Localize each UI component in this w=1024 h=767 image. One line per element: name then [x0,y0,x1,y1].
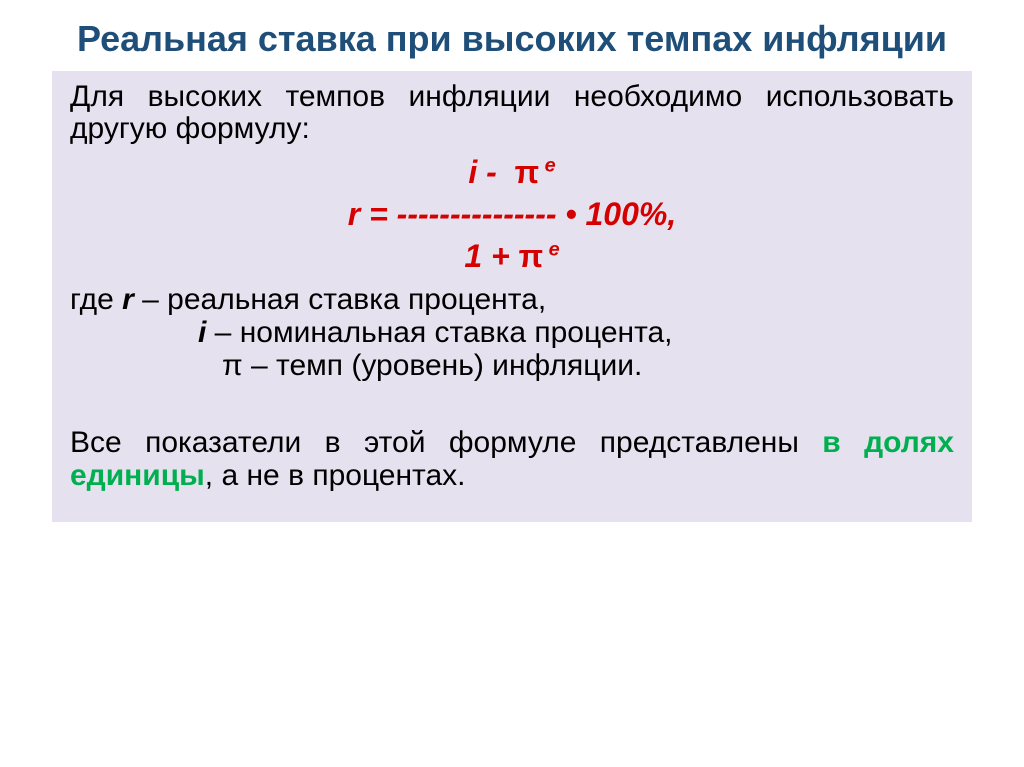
num-pre: i - [468,154,514,190]
sym-r: r [122,283,134,316]
closing-pre: Все показатели в этой формуле представле… [70,426,822,459]
def-r-post: – реальная ставка процента, [134,283,546,316]
sym-pi: π [222,349,243,382]
def-pi: π – темп (уровень) инфляции. [70,349,954,382]
den-sup: е [543,238,560,260]
formula-numerator: i - π е [70,152,954,194]
def-i: i – номинальная ставка процента, [70,316,954,349]
den-pre: 1 + [464,238,518,274]
def-i-post: – номинальная ставка процента, [206,316,672,349]
def-pi-post: – темп (уровень) инфляции. [243,349,643,382]
slide-title: Реальная ставка при высоких темпах инфля… [52,18,972,59]
slide: Реальная ставка при высоких темпах инфля… [0,0,1024,767]
pi-icon: π [515,154,540,190]
def-r-pre: где [70,283,122,316]
def-r: где r – реальная ставка процента, [70,283,954,316]
num-sup: е [539,155,556,177]
formula-denominator: 1 + π е [70,236,954,278]
intro-text: Для высоких темпов инфляции необходимо и… [70,81,954,144]
formula: i - π е r = --------------- • 100%, 1 + … [70,152,954,277]
definitions: где r – реальная ставка процента, i – но… [70,283,954,382]
closing-text: Все показатели в этой формуле представле… [70,426,954,492]
closing-post: , а не в процентах. [205,459,466,492]
content-box: Для высоких темпов инфляции необходимо и… [52,71,972,522]
formula-middle: r = --------------- • 100%, [70,194,954,236]
pi-icon: π [519,238,544,274]
